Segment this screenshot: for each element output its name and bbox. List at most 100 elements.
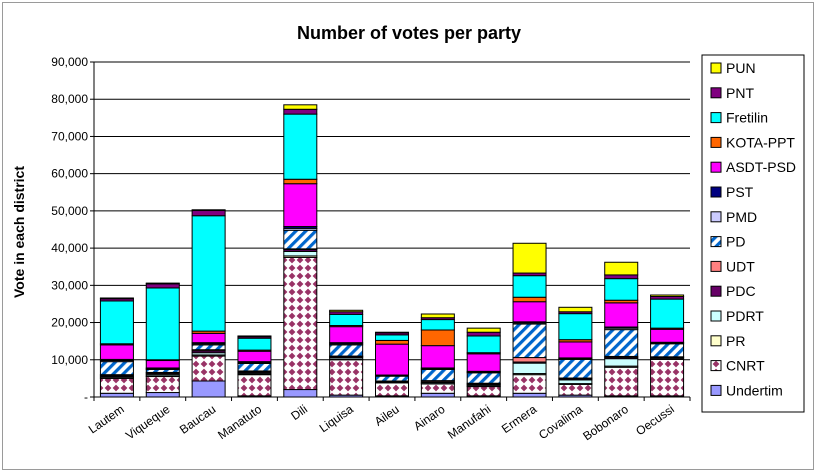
legend-swatch xyxy=(710,87,722,99)
bar-segment xyxy=(283,108,318,115)
y-tick-label: 30,000 xyxy=(51,278,88,292)
bar-segment xyxy=(650,328,685,343)
legend-label: CNRT xyxy=(726,358,765,374)
bar-segment xyxy=(283,104,318,110)
legend-label: PUN xyxy=(726,60,756,76)
bar-segment xyxy=(420,313,455,319)
bar-segment xyxy=(604,274,639,280)
bar-segment xyxy=(604,302,639,328)
x-tick-label: Baucau xyxy=(177,402,218,437)
x-tick-label: Oecussi xyxy=(633,402,677,438)
bar-segment xyxy=(283,113,318,180)
bar-segment xyxy=(191,355,226,382)
bar-segment xyxy=(283,178,318,185)
gridlines xyxy=(94,61,690,361)
bar-segment xyxy=(512,357,547,363)
legend-label: Undertim xyxy=(726,382,783,398)
bar-segment xyxy=(512,374,547,394)
legend: PUN PNT Fretilin KOTA-PPT ASDT-PSD PST PMD PD UD… xyxy=(701,54,805,413)
y-tick-labels: - 10,000 20,000 30,000 40,000 50,000 60,000 70,… xyxy=(51,55,88,404)
bar-segment xyxy=(237,363,272,372)
bar-segment xyxy=(145,287,180,361)
bar-segment xyxy=(512,242,547,274)
bar-segment xyxy=(191,209,226,212)
x-tick-label: Liquisa xyxy=(317,402,356,435)
bar-segment xyxy=(283,183,318,228)
bar-segment xyxy=(329,359,364,396)
bar-segment xyxy=(145,360,180,369)
bar-segment xyxy=(604,366,639,397)
bar-segment xyxy=(283,229,318,250)
legend-swatch xyxy=(710,360,722,372)
bar-segment xyxy=(420,392,455,398)
bar-segment xyxy=(191,210,226,217)
legend-label: PR xyxy=(726,333,745,349)
legend-label: PDC xyxy=(726,283,756,299)
bar-segment xyxy=(512,275,547,298)
bar-segment xyxy=(283,389,318,398)
bar-segment xyxy=(191,332,226,344)
legend-label: PNT xyxy=(726,85,754,101)
bar-segment xyxy=(283,250,318,257)
x-tick-label: Manufahi xyxy=(445,402,493,442)
legend-swatch xyxy=(710,285,722,297)
bar-segment xyxy=(604,261,639,276)
bar-segment xyxy=(512,296,547,303)
legend-label: UDT xyxy=(726,258,755,274)
y-tick-label: 80,000 xyxy=(51,92,88,106)
bar-segment xyxy=(650,358,685,397)
legend-swatch xyxy=(710,310,722,322)
bar-segment xyxy=(374,343,410,376)
bar-segment xyxy=(145,283,180,289)
bar-segment xyxy=(512,301,547,323)
legend-swatch xyxy=(710,161,722,173)
bar-segment xyxy=(329,313,364,327)
bar-segment xyxy=(512,323,547,359)
bar-segment xyxy=(558,313,593,341)
bar-segment xyxy=(191,215,226,332)
bar-segment xyxy=(466,372,501,384)
bar-segment xyxy=(650,294,685,297)
bar-segment xyxy=(512,362,547,375)
legend-swatch xyxy=(710,112,722,124)
legend-swatch xyxy=(710,260,722,272)
bar-segment xyxy=(604,358,639,367)
x-tick-label: Dili xyxy=(288,402,310,423)
bar-segment xyxy=(374,331,410,334)
bar-segment xyxy=(420,368,455,382)
x-tick-label: Bobonaro xyxy=(580,402,631,444)
bar-segment xyxy=(237,335,272,338)
bar-segment xyxy=(145,376,180,394)
legend-label: PD xyxy=(726,234,745,250)
bar-segment xyxy=(650,343,685,358)
bar-segment xyxy=(420,345,455,369)
bar-segment xyxy=(374,375,410,382)
x-tick-label: Viqueque xyxy=(123,402,173,443)
y-axis-label: Vote in each district xyxy=(11,166,27,298)
legend-swatch xyxy=(710,211,722,223)
bar-segment xyxy=(466,331,501,337)
bar-segment xyxy=(558,341,593,359)
bar-segment xyxy=(558,383,593,396)
x-tick-label: Lautem xyxy=(86,402,127,436)
bar-segment xyxy=(237,350,272,363)
bar-segment xyxy=(329,309,364,313)
bar-segment xyxy=(420,319,455,331)
bar-segment xyxy=(283,256,318,391)
bar-segment xyxy=(466,327,501,333)
bar-segment xyxy=(650,298,685,329)
bar-segment xyxy=(512,392,547,398)
x-tick-label: Manatuto xyxy=(215,402,264,442)
bar-segment xyxy=(329,344,364,357)
bar-segment xyxy=(604,329,639,357)
bar-segment xyxy=(99,344,134,360)
bar-segment xyxy=(466,386,501,397)
bar-segment xyxy=(374,334,410,341)
bar-segment xyxy=(374,339,410,345)
legend-label: PDRT xyxy=(726,308,764,324)
y-tick-label: 50,000 xyxy=(51,204,88,218)
y-tick-label: 20,000 xyxy=(51,316,88,330)
x-tick-label: Ermera xyxy=(499,402,540,436)
bar-segment xyxy=(237,374,272,397)
